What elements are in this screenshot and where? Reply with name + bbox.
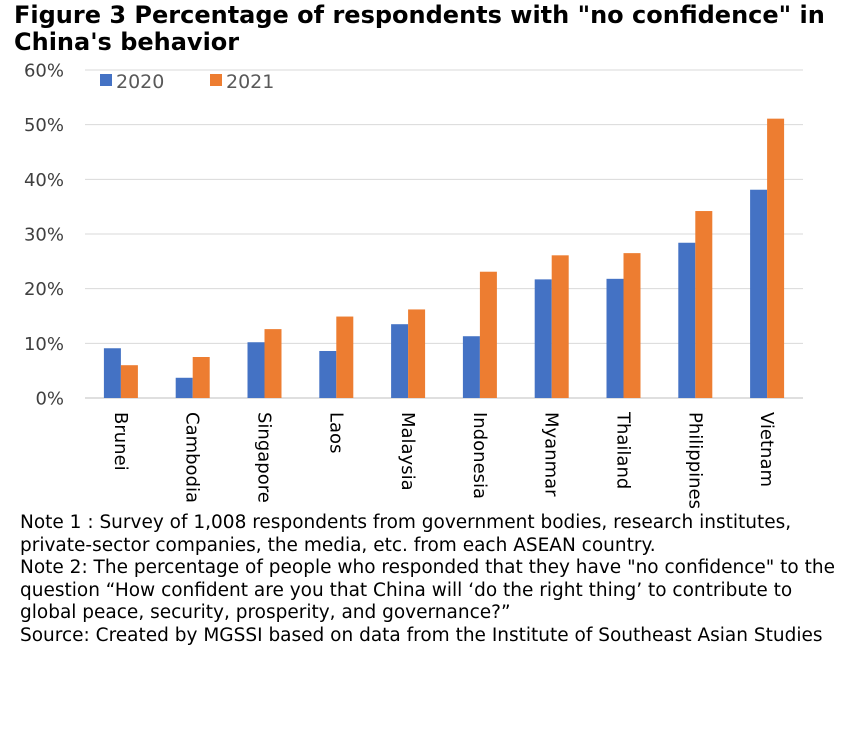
x-category-label: Myanmar — [541, 412, 562, 497]
bar-2021-indonesia — [479, 271, 497, 398]
bar-2021-malaysia — [408, 309, 426, 398]
bar-2020-singapore — [247, 342, 265, 398]
bar-chart: 0% 10% 20% 30% 40% 50% 60% Brunei Cambodia Singa… — [24, 61, 803, 509]
note-2: Note 2: The percentage of people who res… — [20, 557, 835, 623]
y-tick-label: 20% — [24, 279, 64, 300]
bars — [103, 118, 785, 399]
x-category-label: Philippines — [684, 412, 705, 509]
notes: Note 1 : Survey of 1,008 respondents fro… — [20, 512, 835, 647]
bar-2021-cambodia — [192, 357, 210, 398]
x-category-label: Vietnam — [756, 412, 777, 487]
bar-2021-philippines — [695, 211, 713, 398]
y-tick-label: 30% — [24, 225, 64, 246]
bar-2020-cambodia — [175, 377, 193, 398]
source-note: Source: Created by MGSSI based on data f… — [20, 624, 823, 646]
bar-2020-brunei — [103, 348, 121, 398]
bar-2020-thailand — [606, 278, 624, 398]
bar-2020-malaysia — [391, 324, 409, 398]
bar-2021-brunei — [120, 365, 138, 398]
bar-2021-myanmar — [551, 255, 569, 398]
y-tick-label: 40% — [24, 170, 64, 191]
x-category-label: Singapore — [254, 412, 275, 503]
legend-swatch-2021 — [210, 74, 222, 86]
chart-title: Figure 3 Percentage of respondents with … — [14, 1, 825, 56]
x-category-label: Cambodia — [182, 412, 203, 503]
x-category-label: Brunei — [110, 412, 131, 471]
x-axis: Brunei Cambodia Singapore Laos Malaysia Indon… — [110, 411, 777, 509]
bar-2020-indonesia — [462, 336, 480, 398]
y-tick-label: 50% — [24, 115, 64, 136]
legend: 2020 2021 — [100, 71, 274, 93]
bar-2021-thailand — [623, 253, 641, 398]
bar-2020-philippines — [678, 242, 696, 398]
note-1: Note 1 : Survey of 1,008 respondents fro… — [20, 512, 792, 556]
bar-2020-myanmar — [534, 279, 552, 398]
legend-label-2021: 2021 — [226, 71, 274, 93]
y-tick-label: 10% — [24, 334, 64, 355]
x-category-label: Laos — [325, 412, 346, 453]
x-category-label: Thailand — [613, 411, 634, 489]
bar-2021-singapore — [264, 329, 282, 398]
y-tick-label: 0% — [35, 389, 64, 410]
y-axis: 0% 10% 20% 30% 40% 50% 60% — [24, 61, 64, 410]
x-category-label: Indonesia — [469, 412, 490, 499]
bar-2021-laos — [336, 316, 354, 398]
x-category-label: Malaysia — [397, 412, 418, 491]
bar-2020-vietnam — [750, 189, 768, 398]
y-tick-label: 60% — [24, 61, 64, 82]
legend-swatch-2020 — [100, 74, 112, 86]
bar-2021-vietnam — [767, 118, 785, 399]
bar-2020-laos — [319, 350, 337, 398]
legend-label-2020: 2020 — [116, 71, 164, 93]
